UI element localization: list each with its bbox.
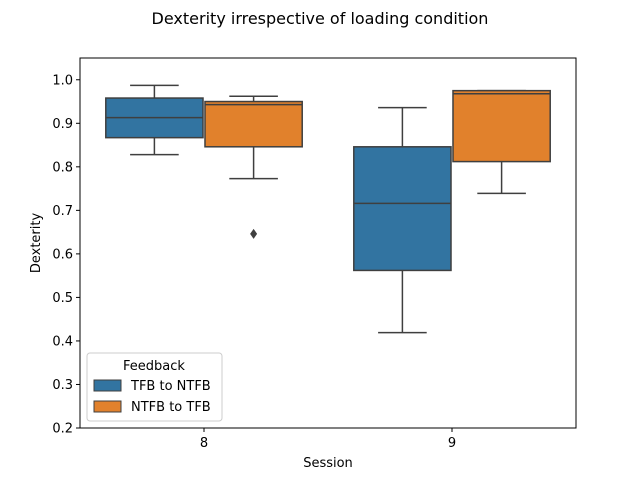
legend-title: Feedback bbox=[123, 359, 185, 374]
y-axis: 0.2 0.3 0.4 0.5 0.6 0.7 0.8 0.9 1.0 bbox=[52, 73, 80, 437]
outlier-point bbox=[250, 228, 258, 239]
y-tick-label: 0.2 bbox=[52, 422, 73, 437]
legend-swatch bbox=[93, 379, 122, 392]
y-axis-label: Dexterity bbox=[29, 213, 44, 274]
y-tick-label: 0.4 bbox=[52, 334, 73, 349]
legend-entry: TFB to NTFB bbox=[130, 379, 211, 394]
box-tfb-to-ntfb-9 bbox=[353, 106, 452, 334]
legend-entry: NTFB to TFB bbox=[131, 400, 211, 415]
plot-frame bbox=[79, 57, 577, 429]
legend-swatch bbox=[93, 400, 122, 413]
plot-area bbox=[105, 84, 551, 334]
chart-title: Dexterity irrespective of loading condit… bbox=[152, 9, 489, 28]
box-iqr bbox=[204, 100, 303, 148]
box-iqr bbox=[353, 146, 452, 272]
legend-items: TFB to NTFB NTFB to TFB bbox=[93, 379, 211, 415]
y-tick-label: 0.3 bbox=[52, 378, 73, 393]
x-tick-label: 9 bbox=[448, 436, 456, 451]
y-tick-label: 0.9 bbox=[52, 117, 73, 132]
box-tfb-to-ntfb-8 bbox=[105, 84, 204, 156]
legend: Feedback TFB to NTFB NTFB to TFB bbox=[86, 352, 223, 422]
x-tick-label: 8 bbox=[200, 436, 208, 451]
y-tick-label: 0.8 bbox=[52, 160, 73, 175]
box-iqr bbox=[452, 89, 551, 163]
y-tick-label: 0.6 bbox=[52, 247, 73, 262]
y-tick-label: 0.7 bbox=[52, 204, 73, 219]
box-ntfb-to-tfb-9 bbox=[452, 89, 551, 195]
y-tick-label: 1.0 bbox=[52, 73, 73, 88]
x-axis-label: Session bbox=[303, 456, 353, 471]
box-ntfb-to-tfb-8 bbox=[204, 95, 303, 239]
y-tick-label: 0.5 bbox=[52, 291, 73, 306]
